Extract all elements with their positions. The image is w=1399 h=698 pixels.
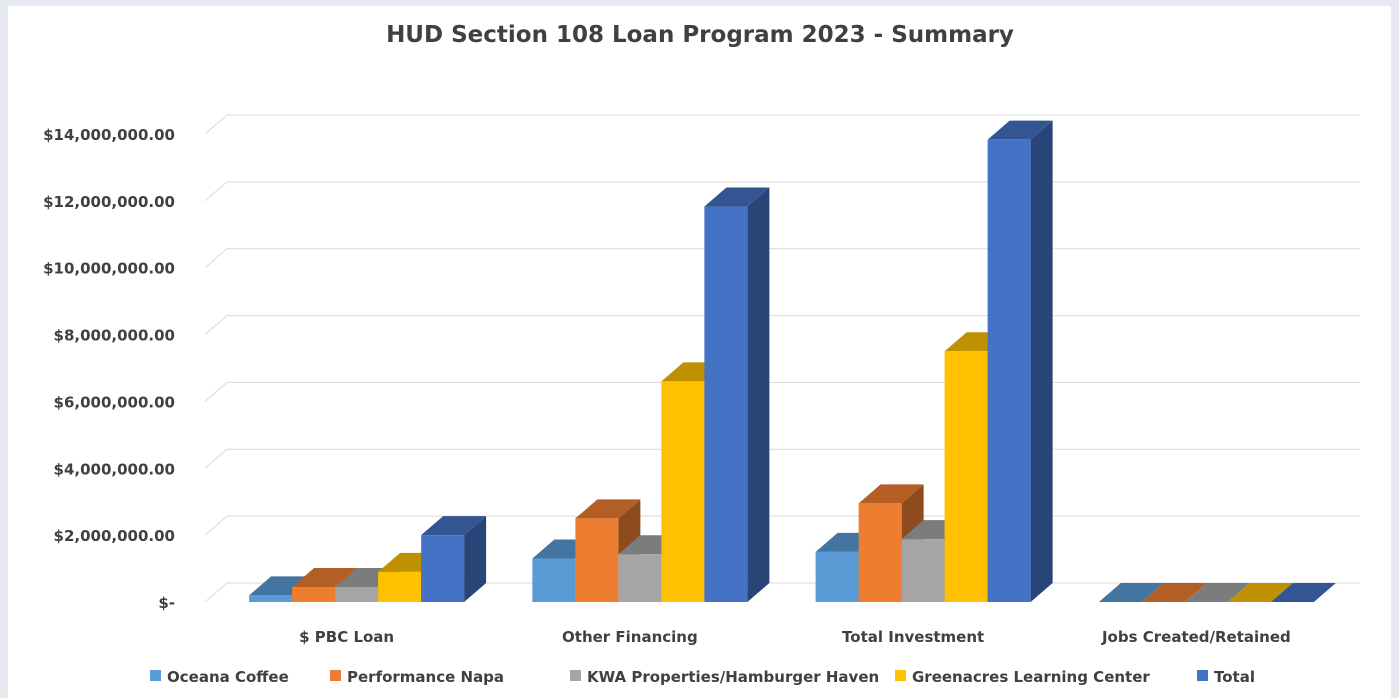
y-tick-label: $14,000,000.00 [43, 126, 175, 144]
bar [575, 499, 641, 602]
bar [704, 187, 770, 603]
x-tick-label: Jobs Created/Retained [1101, 628, 1291, 646]
bar-top [1270, 583, 1336, 602]
y-tick-label: $12,000,000.00 [43, 193, 175, 211]
bar-front [901, 539, 945, 602]
y-tick-label: $10,000,000.00 [43, 260, 175, 278]
bar-front [815, 551, 859, 602]
bar-front [378, 571, 422, 602]
bar [1098, 583, 1164, 602]
y-tick-label: $4,000,000.00 [54, 460, 175, 478]
legend-swatch [330, 670, 341, 681]
legend-swatch [1197, 670, 1208, 681]
grid-line [204, 114, 1360, 135]
bar-front [661, 381, 705, 602]
grid-line [204, 315, 1360, 335]
bar-front [858, 503, 902, 602]
bar [1184, 583, 1250, 602]
bar-top [704, 187, 770, 207]
x-tick-label: $ PBC Loan [299, 628, 394, 646]
x-tick-label: Total Investment [842, 628, 984, 646]
y-tick-label: $8,000,000.00 [54, 327, 175, 345]
bar-side [747, 187, 770, 603]
legend-swatch [150, 670, 161, 681]
legend-label: Total [1214, 668, 1255, 686]
legend-label: Greenacres Learning Center [912, 668, 1150, 686]
bar-front [532, 558, 576, 602]
bar-top [249, 576, 315, 596]
grid-line [204, 248, 1360, 269]
bar-front [618, 554, 662, 602]
y-tick-label: $6,000,000.00 [54, 393, 175, 411]
y-tick-label: $2,000,000.00 [54, 527, 175, 545]
bar-front [987, 139, 1031, 602]
bar-front [944, 351, 988, 602]
bar [1227, 583, 1293, 602]
bar-front [335, 586, 379, 602]
bar-top [575, 499, 641, 519]
bar-top [1227, 583, 1293, 602]
bar [987, 120, 1053, 602]
legend-label: Performance Napa [347, 668, 504, 686]
bar-top [1141, 583, 1207, 602]
legend-label: KWA Properties/Hamburger Haven [587, 668, 879, 686]
bar-top [858, 484, 924, 504]
bar [421, 516, 487, 602]
bar-front [704, 206, 748, 603]
bar [1141, 583, 1207, 602]
x-tick-label: Other Financing [562, 628, 698, 646]
bar-top [987, 120, 1053, 140]
bar-front [292, 586, 336, 602]
chart-title: HUD Section 108 Loan Program 2023 - Summ… [386, 22, 1014, 48]
bar [1270, 583, 1336, 602]
legend-swatch [570, 670, 581, 681]
bar-top [421, 516, 487, 536]
legend-swatch [895, 670, 906, 681]
legend-label: Oceana Coffee [167, 668, 289, 686]
bar-side [464, 516, 487, 602]
bar-top [292, 567, 358, 587]
bar-front [249, 595, 293, 602]
y-tick-label: $- [158, 594, 175, 612]
bar-top [1184, 583, 1250, 602]
bar-front [575, 518, 619, 602]
grid-line [204, 181, 1360, 202]
bar-top [1098, 583, 1164, 602]
bar-side [1030, 120, 1053, 602]
bar-front [421, 535, 465, 602]
